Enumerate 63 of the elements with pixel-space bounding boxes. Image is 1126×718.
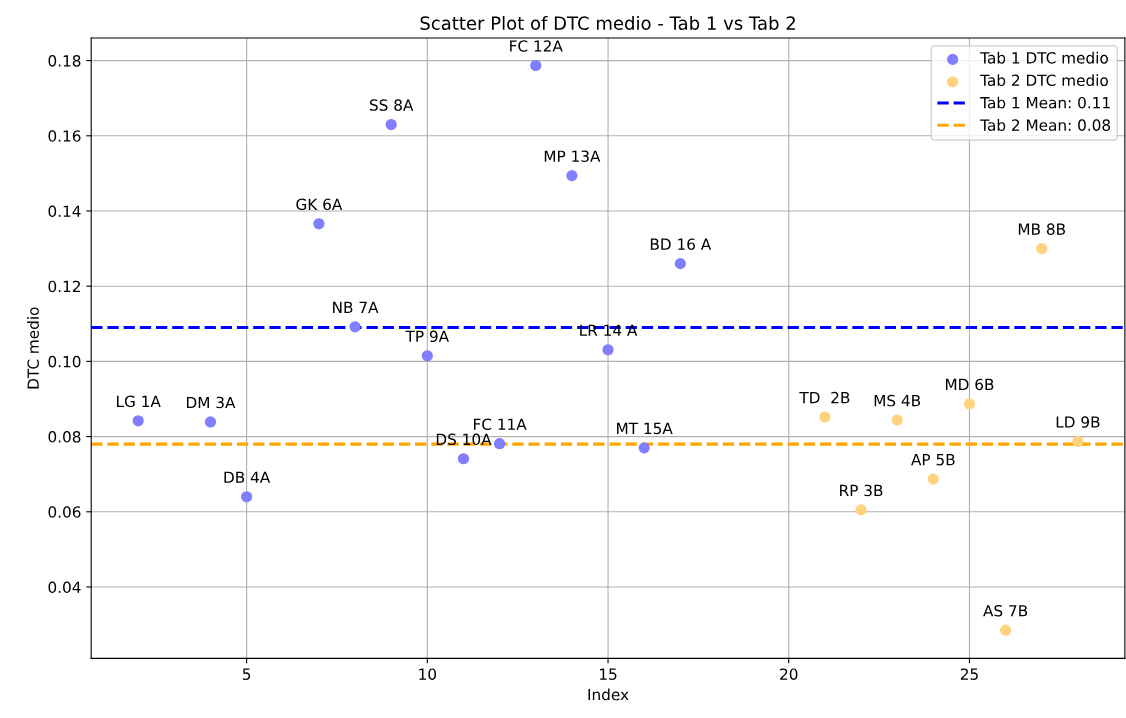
point (385, 118, 397, 131)
annotation: AP 5B (911, 454, 955, 466)
chart-title: Scatter Plot of DTC medio - Tab 1 vs Tab 2 (420, 16, 795, 30)
x-tick-label: 10 (419, 668, 437, 680)
annotation: MS 4B (874, 394, 921, 407)
point (1036, 242, 1048, 255)
annotation: NB 7A (333, 301, 379, 313)
point (963, 398, 976, 410)
y-tick-label: 0.12 (48, 280, 80, 293)
legend-label: Tab 1 DTC medio (980, 51, 1108, 64)
point (241, 491, 253, 503)
annotation: FC 12A (510, 40, 563, 52)
point (855, 504, 867, 516)
annotation: TP 9A (405, 330, 449, 343)
point (530, 59, 542, 72)
y-tick-label: 0.18 (48, 55, 81, 67)
point (457, 453, 470, 465)
annotation: DM 3A (186, 396, 236, 409)
point (1072, 435, 1084, 448)
x-tick-label: 20 (780, 668, 798, 680)
annotation: LG 1A (117, 395, 161, 408)
annotation: AS 7B (983, 604, 1028, 617)
legend-label: Tab 2 Mean: 0.08 (980, 119, 1111, 131)
point (927, 473, 939, 485)
annotation: LD 9B (1056, 416, 1100, 428)
y-tick-label: 0.16 (48, 130, 81, 142)
annotation: FC 11A (474, 418, 527, 431)
y-tick-label: 0.14 (48, 205, 81, 218)
legend-label: Tab 1 Mean: 0.11 (980, 96, 1110, 109)
annotation: MP 13A (544, 150, 601, 162)
y-tick-label: 0.10 (48, 355, 81, 368)
point (819, 411, 831, 423)
x-axis-title: Index (588, 688, 629, 701)
annotation: SS 8A (369, 99, 414, 111)
point (638, 442, 650, 454)
annotation: DB 4A (224, 471, 271, 483)
annotation: MB 8B (1018, 223, 1066, 235)
point (204, 416, 217, 428)
x-tick-label: 15 (600, 668, 617, 680)
y-tick-label: 0.08 (48, 431, 81, 443)
point (999, 624, 1012, 636)
y-tick-label: 0.04 (48, 581, 81, 593)
annotation: DS 10A (436, 433, 492, 446)
point (132, 415, 144, 427)
point (891, 414, 903, 426)
y-axis-title: DTC medio (27, 307, 39, 389)
x-tick-label: 5 (242, 668, 251, 680)
annotation: MT 15A (617, 422, 673, 435)
annotation: GK 6A (296, 198, 343, 211)
point (566, 170, 578, 182)
point (313, 218, 325, 230)
point (421, 350, 433, 362)
point (602, 344, 614, 356)
annotation: TD 2B (799, 391, 850, 404)
point (349, 321, 361, 333)
legend-label: Tab 2 DTC medio (980, 74, 1108, 87)
annotation: MD 6B (945, 378, 994, 391)
annotation: BD 16 A (650, 238, 712, 250)
point (494, 438, 506, 450)
annotation: RP 3B (840, 484, 883, 497)
y-tick-label: 0.06 (48, 506, 81, 518)
point (674, 258, 686, 270)
x-tick-label: 25 (960, 668, 978, 680)
